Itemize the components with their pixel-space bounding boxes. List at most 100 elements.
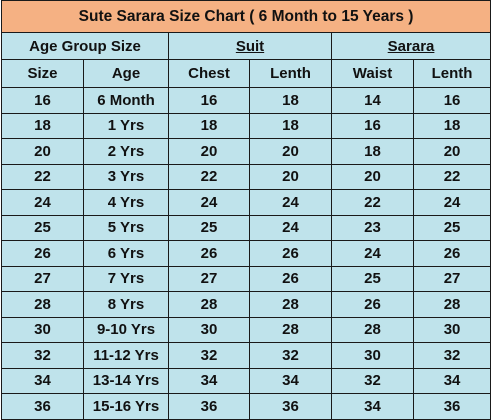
chest-cell: 18: [168, 112, 250, 139]
waist-cell: 32: [331, 367, 414, 394]
waist-cell: 34: [331, 393, 414, 420]
chest-cell: 28: [168, 291, 250, 318]
suit-length-cell: 36: [249, 393, 332, 420]
size-cell: 22: [1, 163, 84, 190]
sarara-length-cell: 32: [412, 342, 491, 369]
chest-cell: 24: [168, 189, 250, 216]
chest-cell: 32: [168, 342, 250, 369]
sarara-length-cell: 22: [412, 163, 491, 190]
table-row: 24 4 Yrs 24 24 22 24: [1, 189, 491, 216]
title-row: Sute Sarara Size Chart ( 6 Month to 15 Y…: [0, 0, 491, 33]
chest-cell: 34: [168, 367, 250, 394]
size-cell: 28: [1, 291, 84, 318]
group-header-row: Age Group Size Suit Sarara: [1, 32, 491, 60]
size-cell: 27: [1, 265, 84, 292]
table-row: 30 9-10 Yrs 30 28 28 30: [1, 316, 491, 343]
chart-title: Sute Sarara Size Chart ( 6 Month to 15 Y…: [0, 0, 491, 33]
size-cell: 26: [1, 240, 84, 267]
sarara-length-cell: 26: [412, 240, 491, 267]
age-cell: 6 Month: [83, 87, 169, 114]
age-cell: 1 Yrs: [83, 112, 169, 139]
column-header-suit-length: Lenth: [249, 59, 332, 88]
sarara-length-cell: 34: [412, 367, 491, 394]
age-cell: 13-14 Yrs: [83, 367, 169, 394]
waist-cell: 20: [331, 163, 414, 190]
column-header-waist: Waist: [331, 59, 414, 88]
table-row: 18 1 Yrs 18 18 16 18: [1, 112, 491, 139]
column-header-sarara-length: Lenth: [412, 59, 491, 88]
suit-length-cell: 20: [249, 138, 332, 165]
suit-length-cell: 18: [249, 112, 332, 139]
table-row: 32 11-12 Yrs 32 32 30 32: [1, 342, 491, 369]
age-cell: 9-10 Yrs: [83, 316, 169, 343]
suit-length-cell: 28: [249, 291, 332, 318]
column-header-chest: Chest: [168, 59, 250, 88]
column-header-age: Age: [83, 59, 169, 88]
waist-cell: 30: [331, 342, 414, 369]
waist-cell: 24: [331, 240, 414, 267]
table-row: 16 6 Month 16 18 14 16: [1, 87, 491, 114]
waist-cell: 25: [331, 265, 414, 292]
age-cell: 5 Yrs: [83, 214, 169, 241]
table-row: 22 3 Yrs 22 20 20 22: [1, 163, 491, 190]
size-cell: 18: [1, 112, 84, 139]
group-header-sarara: Sarara: [330, 32, 491, 60]
group-header-suit: Suit: [168, 32, 332, 60]
size-cell: 24: [1, 189, 84, 216]
suit-length-cell: 32: [249, 342, 332, 369]
age-cell: 15-16 Yrs: [83, 393, 169, 420]
table-row: 27 7 Yrs 27 26 25 27: [1, 265, 491, 292]
column-header-row: Size Age Chest Lenth Waist Lenth: [1, 59, 491, 88]
sarara-length-cell: 25: [412, 214, 491, 241]
size-cell: 36: [1, 393, 84, 420]
chest-cell: 20: [168, 138, 250, 165]
waist-cell: 23: [331, 214, 414, 241]
sarara-length-cell: 16: [412, 87, 491, 114]
sarara-length-cell: 30: [412, 316, 491, 343]
sarara-length-cell: 36: [412, 393, 491, 420]
sarara-length-cell: 24: [412, 189, 491, 216]
waist-cell: 16: [331, 112, 414, 139]
group-header-age: Age Group Size: [1, 32, 169, 60]
suit-length-cell: 24: [249, 189, 332, 216]
waist-cell: 22: [331, 189, 414, 216]
chest-cell: 30: [168, 316, 250, 343]
suit-length-cell: 18: [249, 87, 332, 114]
sarara-length-cell: 18: [412, 112, 491, 139]
table-row: 36 15-16 Yrs 36 36 34 36: [1, 393, 491, 420]
table-row: 26 6 Yrs 26 26 24 26: [1, 240, 491, 267]
suit-length-cell: 28: [249, 316, 332, 343]
size-cell: 16: [1, 87, 84, 114]
age-cell: 11-12 Yrs: [83, 342, 169, 369]
sarara-length-cell: 27: [412, 265, 491, 292]
size-cell: 20: [1, 138, 84, 165]
age-cell: 4 Yrs: [83, 189, 169, 216]
chest-cell: 25: [168, 214, 250, 241]
age-cell: 7 Yrs: [83, 265, 169, 292]
age-cell: 2 Yrs: [83, 138, 169, 165]
suit-length-cell: 34: [249, 367, 332, 394]
chest-cell: 16: [168, 87, 250, 114]
age-cell: 6 Yrs: [83, 240, 169, 267]
size-cell: 25: [1, 214, 84, 241]
age-cell: 8 Yrs: [83, 291, 169, 318]
table-row: 34 13-14 Yrs 34 34 32 34: [1, 367, 491, 394]
age-cell: 3 Yrs: [83, 163, 169, 190]
suit-length-cell: 24: [249, 214, 332, 241]
chest-cell: 36: [168, 393, 250, 420]
size-cell: 30: [1, 316, 84, 343]
table-row: 28 8 Yrs 28 28 26 28: [1, 291, 491, 318]
chest-cell: 26: [168, 240, 250, 267]
size-cell: 34: [1, 367, 84, 394]
sarara-length-cell: 28: [412, 291, 491, 318]
column-header-size: Size: [1, 59, 84, 88]
table-row: 25 5 Yrs 25 24 23 25: [1, 214, 491, 241]
chest-cell: 27: [168, 265, 250, 292]
suit-length-cell: 26: [249, 265, 332, 292]
suit-length-cell: 20: [249, 163, 332, 190]
size-cell: 32: [1, 342, 84, 369]
waist-cell: 14: [331, 87, 414, 114]
waist-cell: 28: [331, 316, 414, 343]
